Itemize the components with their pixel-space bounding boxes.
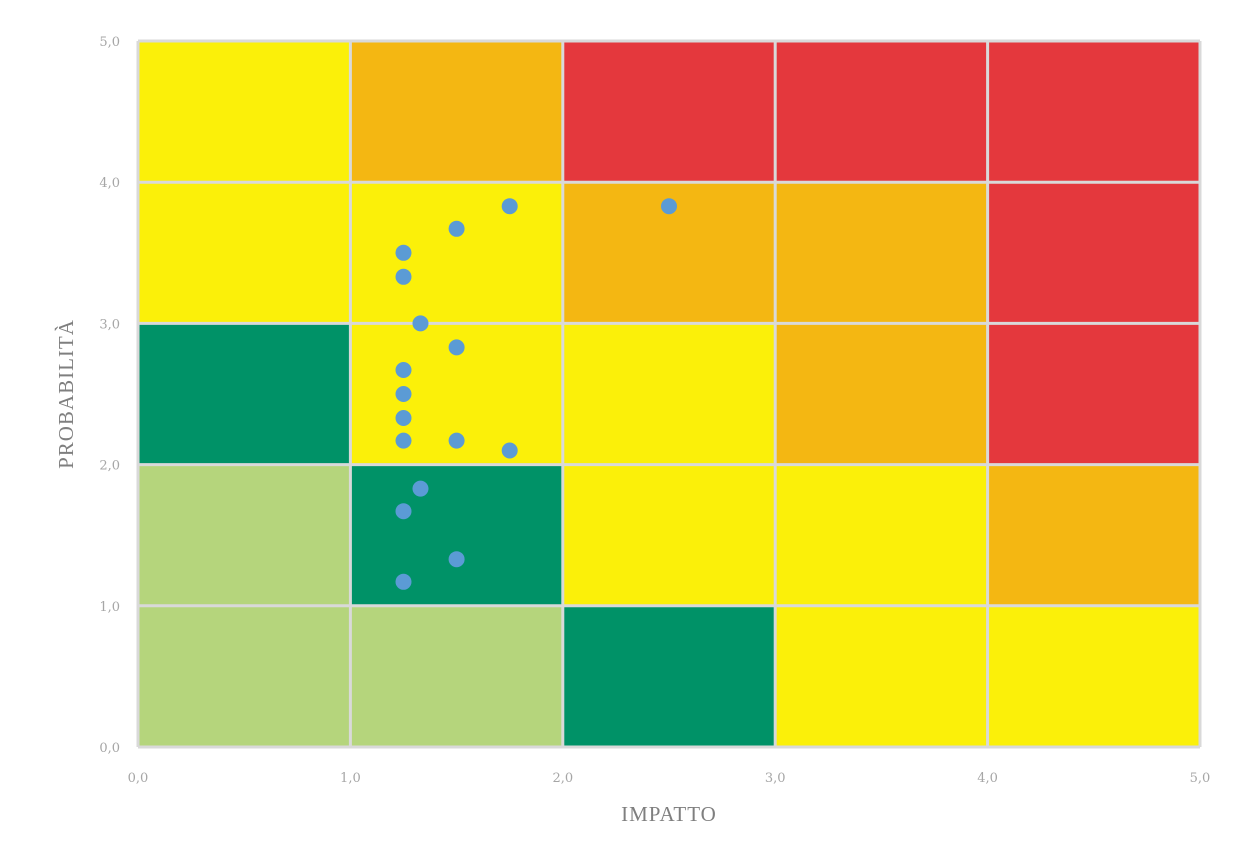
data-point (395, 244, 412, 261)
y-tick-label: 2,0 (99, 459, 120, 474)
data-point (448, 339, 465, 356)
y-axis-ticks: 0,0 1,0 2,0 3,0 4,0 5,0 (99, 35, 120, 756)
data-point (395, 410, 412, 427)
cell-yellow (350, 182, 563, 324)
x-tick-label: 5,0 (1190, 771, 1211, 786)
cell-light-green (138, 464, 351, 606)
cell-yellow (138, 182, 351, 324)
cell-yellow (775, 464, 988, 606)
data-point (395, 361, 412, 378)
x-tick-label: 0,0 (128, 771, 149, 786)
x-axis-title: IMPATTO (621, 802, 717, 826)
data-point (412, 315, 429, 332)
y-tick-label: 5,0 (99, 35, 120, 50)
cell-yellow (562, 464, 776, 606)
cell-dark-green (138, 323, 351, 465)
data-point (501, 442, 518, 459)
cell-yellow (775, 605, 988, 747)
y-tick-label: 4,0 (99, 176, 120, 191)
data-point (395, 503, 412, 520)
data-point (448, 551, 465, 568)
cell-light-green (138, 605, 351, 747)
cell-red (987, 41, 1200, 183)
y-tick-label: 0,0 (99, 741, 120, 756)
y-tick-label: 1,0 (99, 600, 120, 615)
cell-red (987, 182, 1200, 324)
data-point (395, 268, 412, 285)
data-point (412, 480, 429, 497)
cell-orange (775, 182, 988, 324)
data-point (395, 573, 412, 590)
cell-dark-green (562, 605, 776, 747)
data-point (395, 386, 412, 402)
cell-yellow (987, 605, 1200, 747)
data-point (448, 432, 465, 449)
y-tick-label: 3,0 (99, 317, 120, 332)
cell-yellow (562, 323, 776, 465)
cell-light-green (350, 605, 563, 747)
data-point (395, 432, 412, 449)
cell-dark-green (350, 464, 563, 606)
gridlines (136, 39, 1202, 749)
x-tick-label: 2,0 (552, 771, 573, 786)
heatmap-cells (138, 41, 1200, 747)
x-tick-label: 1,0 (340, 771, 361, 786)
cell-orange (350, 41, 563, 183)
data-points (395, 198, 677, 590)
data-point (501, 198, 518, 215)
cell-orange (987, 464, 1200, 606)
cell-yellow (138, 41, 351, 183)
y-axis-title: PROBABILITÀ (54, 319, 78, 469)
x-tick-label: 4,0 (977, 771, 998, 786)
data-point (448, 220, 465, 237)
cell-orange (775, 323, 988, 465)
data-point (661, 198, 677, 215)
cell-red (562, 41, 776, 183)
x-axis-ticks: 0,0 1,0 2,0 3,0 4,0 5,0 (128, 771, 1211, 786)
cell-red (987, 323, 1200, 465)
cell-red (775, 41, 988, 183)
x-tick-label: 3,0 (765, 771, 786, 786)
